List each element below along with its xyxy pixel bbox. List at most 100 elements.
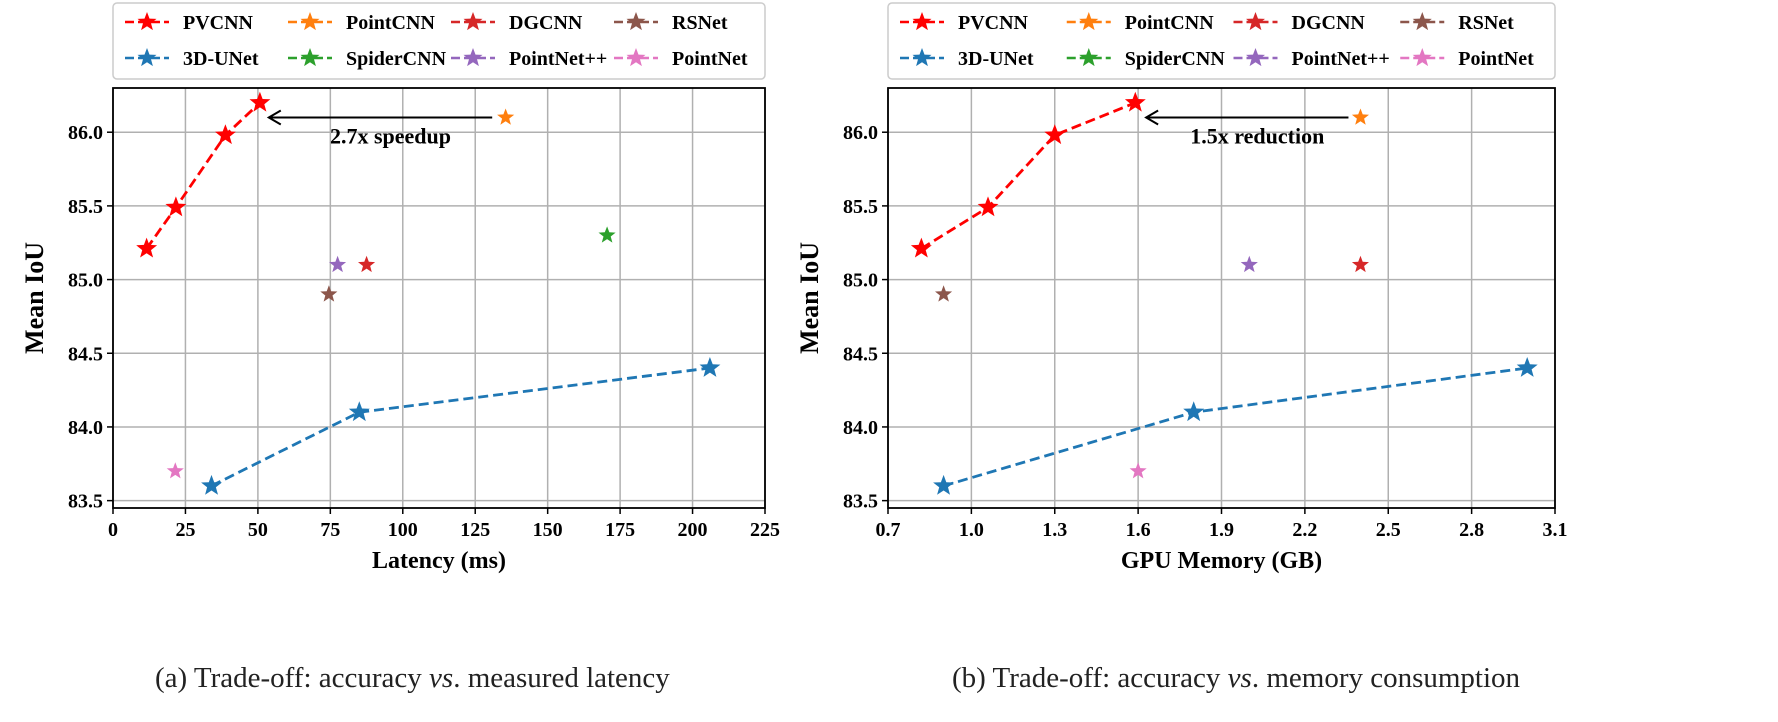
series-pointnet [329,255,347,273]
legend-entry-pvcnn: PVCNN [900,12,1029,34]
legend-entry-dgcnn: DGCNN [1233,12,1365,34]
legend-entry-pointcnn: PointCNN [288,12,435,34]
legend: PVCNN PointCNN DGCNN RSNet 3D-UNet SpiderCNN P… [887,2,1556,80]
legend-star-icon [1079,12,1099,31]
legend-entry-pointcnn: PointCNN [1066,12,1214,34]
legend-star-icon [463,12,483,31]
series-line [145,101,261,250]
x-tick-label: 1.9 [1209,519,1234,541]
annotation-text: 2.7x speedup [330,123,451,148]
legend-box [112,2,766,80]
legend-star-icon [912,12,932,31]
legend-entry-rsnet: RSNet [614,12,728,34]
data-point [933,474,954,495]
legend-entry-pointnet: PointNet++ [1233,48,1390,70]
legend-entry-pvcnn: PVCNN [125,12,254,34]
series-rsnet [320,285,338,302]
data-point [215,124,236,145]
x-tick-label: 150 [533,519,563,541]
legend-star-icon [137,48,157,67]
data-point [320,285,338,302]
y-axis-label: Mean IoU [20,242,49,354]
x-tick-label: 3.1 [1543,519,1568,541]
series-pointnet [1240,255,1258,273]
legend-label: PointCNN [1125,12,1214,34]
legend-star-icon [137,12,157,31]
x-tick-label: 175 [605,519,635,541]
y-tick-label: 85.0 [843,270,878,292]
y-tick-label: 85.0 [68,270,103,292]
series-pointnet [166,462,184,479]
series-rsnet [935,285,953,302]
legend-star-icon [1079,48,1099,67]
legend-star-icon [912,48,932,67]
legend-label: DGCNN [509,12,583,34]
chart-a: PVCNN PointCNN DGCNN RSNet 3D-UNet SpiderCNN P… [20,2,780,574]
legend-label: RSNet [1458,12,1514,34]
legend-entry-rsnet: RSNet [1400,12,1514,34]
x-tick-label: 2.5 [1376,519,1401,541]
legend-box [887,2,1556,80]
x-tick-label: 2.2 [1292,519,1317,541]
legend-label: 3D-UNet [958,48,1034,70]
data-point [329,255,347,273]
legend-label: PVCNN [183,12,254,34]
x-tick-label: 0.7 [876,519,901,541]
x-tick-label: 25 [175,519,195,541]
data-point [1351,108,1369,125]
legend-star-icon [463,48,483,67]
series-line [920,101,1136,250]
legend-star-icon [626,12,646,31]
legend-entry-3dunet: 3D-UNet [125,48,259,70]
legend: PVCNN PointCNN DGCNN RSNet 3D-UNet SpiderCNN P… [112,2,766,80]
legend-star-icon [300,12,320,31]
series-3dunet [933,357,1538,495]
legend-label: PointNet++ [1292,48,1390,70]
plot-frame [112,87,766,509]
x-axis-label: Latency (ms) [372,548,506,574]
series-pvcnn [136,91,271,258]
data-point [166,462,184,479]
x-tick-label: 100 [388,519,418,541]
y-tick-label: 85.5 [843,196,878,218]
series-3dunet [201,357,721,495]
data-point [1516,357,1538,377]
series-pointcnn [497,108,515,125]
caption-a-italic: vs [429,662,454,694]
data-point [497,108,515,125]
y-tick-label: 84.0 [843,417,878,439]
legend-entry-pointnet: PointNet [614,48,748,70]
legend-label: SpiderCNN [1125,48,1226,70]
series-pvcnn [910,91,1146,258]
legend-entry-3dunet: 3D-UNet [900,48,1034,70]
x-tick-label: 200 [678,519,708,541]
arrowhead-icon [266,109,282,126]
legend-label: PVCNN [958,12,1029,34]
series-dgcnn [358,255,376,273]
annotation: 2.7x speedup [266,109,493,148]
x-axis-label: GPU Memory (GB) [1121,548,1322,574]
data-point [977,196,999,217]
series-pointcnn [1351,108,1369,125]
caption-a-prefix: (a) Trade-off: accuracy [155,662,430,694]
y-tick-label: 86.0 [843,122,878,144]
annotation: 1.5x reduction [1144,109,1349,148]
arrowhead-icon [1144,109,1159,126]
y-tick-label: 86.0 [68,122,103,144]
x-tick-label: 1.6 [1126,519,1151,541]
series-pointnet [1129,462,1147,479]
legend-entry-spidercnn: SpiderCNN [288,48,447,70]
y-tick-label: 84.5 [68,343,103,365]
charts-svg: PVCNN PointCNN DGCNN RSNet 3D-UNet SpiderCNN P… [20,2,1568,574]
data-point [358,255,376,273]
legend-label: PointCNN [346,12,435,34]
legend-star-icon [1412,48,1432,67]
data-point [1044,124,1066,145]
data-point [1240,255,1258,273]
data-point [348,401,370,422]
x-tick-label: 50 [248,519,268,541]
caption-b: (b) Trade-off: accuracy vs. memory consu… [952,662,1520,695]
data-point [1183,401,1205,422]
legend-label: PointNet [672,48,748,70]
caption-a: (a) Trade-off: accuracy vs. measured lat… [155,662,670,695]
